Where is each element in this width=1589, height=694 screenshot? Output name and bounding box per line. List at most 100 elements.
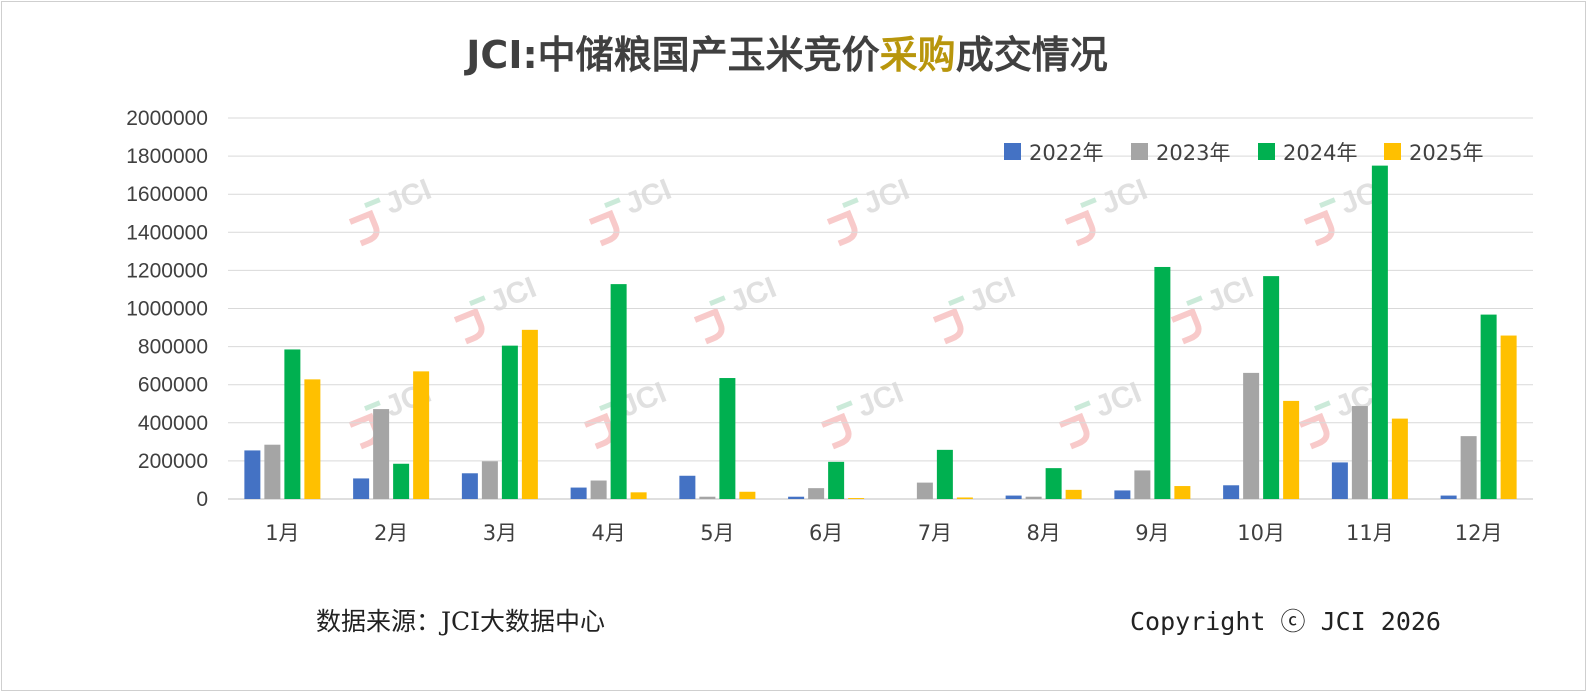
- legend-label: 2025年: [1409, 141, 1483, 165]
- y-tick-label: 400000: [138, 412, 208, 435]
- bar: [1174, 486, 1191, 499]
- watermark-logo: JCI: [820, 376, 908, 450]
- x-tick-label: 11月: [1346, 521, 1394, 545]
- bar: [501, 345, 518, 499]
- watermark-j-mark: [583, 412, 615, 450]
- bar: [679, 475, 696, 499]
- bar: [630, 492, 647, 499]
- watermark-logo: JCI: [1064, 173, 1152, 247]
- y-tick-label: 1200000: [126, 259, 208, 282]
- bar: [1371, 165, 1388, 499]
- bar: [610, 284, 627, 499]
- watermark-j-mark: [826, 209, 858, 247]
- watermark-accent: [1314, 400, 1331, 412]
- bar: [936, 449, 953, 499]
- y-tick-label: 200000: [138, 450, 208, 473]
- bar: [393, 463, 410, 499]
- x-tick-label: 1月: [265, 521, 299, 545]
- legend-swatch: [1384, 143, 1401, 160]
- bar: [1263, 276, 1280, 499]
- watermark-j-mark: [588, 209, 620, 247]
- x-tick-label: 8月: [1026, 521, 1060, 545]
- bar: [304, 379, 321, 499]
- chart-title: JCI:中储粮国产玉米竞价采购成交情况: [463, 33, 1107, 77]
- bar: [1283, 400, 1300, 499]
- x-tick-label: 10月: [1237, 521, 1285, 545]
- legend-swatch: [1131, 143, 1148, 160]
- bar: [848, 498, 865, 499]
- legend-swatch: [1258, 143, 1275, 160]
- bar: [1480, 314, 1497, 499]
- watermark-accent: [1186, 295, 1203, 307]
- watermark-accent: [1319, 197, 1336, 209]
- watermark-accent: [604, 197, 621, 209]
- x-tick-label: 2月: [374, 521, 408, 545]
- bars: [244, 165, 1517, 499]
- bar: [413, 371, 430, 499]
- x-tick-label: 12月: [1455, 521, 1503, 545]
- x-tick-label: 6月: [809, 521, 843, 545]
- watermark-text: JCI: [620, 173, 676, 221]
- bar: [719, 378, 736, 499]
- bar: [570, 487, 587, 499]
- bar: [353, 478, 370, 499]
- bar: [1351, 406, 1368, 499]
- bar: [1243, 372, 1260, 499]
- y-tick-label: 0: [196, 488, 208, 511]
- legend-label: 2022年: [1029, 141, 1103, 165]
- bar: [1460, 436, 1477, 499]
- bar: [1045, 468, 1062, 499]
- bar: [699, 496, 716, 499]
- y-tick-label: 2000000: [126, 107, 208, 130]
- x-tick-label: 9月: [1135, 521, 1169, 545]
- watermark-logo: JCI: [1058, 376, 1146, 450]
- bar: [373, 409, 390, 499]
- title-prefix: JCI:中储粮国产玉米竞价: [463, 33, 879, 77]
- bar: [1134, 470, 1151, 499]
- bar: [916, 482, 933, 499]
- bar: [1500, 335, 1517, 499]
- watermark-accent: [842, 197, 859, 209]
- watermark-j-mark: [453, 307, 485, 345]
- bar: [1223, 485, 1240, 499]
- watermark-text: JCI: [858, 173, 914, 221]
- y-tick-label: 1400000: [126, 221, 208, 244]
- title-highlight: 采购: [880, 33, 956, 77]
- legend: 2022年 2023年 2024年 2025年: [1004, 141, 1483, 165]
- bar: [481, 461, 498, 499]
- footer-copyright: Copyright ⓒ JCI 2026: [1130, 607, 1441, 636]
- bar: [1440, 495, 1457, 499]
- x-tick-label: 7月: [918, 521, 952, 545]
- watermark-text: JCI: [1090, 376, 1146, 424]
- watermark-j-mark: [693, 307, 725, 345]
- bar: [264, 444, 281, 499]
- y-axis-ticks: 0 200000 400000 600000 800000 1000000 1200000 1…: [126, 107, 208, 511]
- watermark-logo: JCI: [453, 271, 541, 345]
- gridlines: [228, 117, 1533, 500]
- y-tick-label: 600000: [138, 374, 208, 397]
- bar: [461, 473, 478, 499]
- bar: [1154, 266, 1171, 499]
- bar: [1025, 496, 1042, 499]
- legend-label: 2023年: [1156, 141, 1230, 165]
- footer-source: 数据来源：JCI大数据中心: [316, 607, 605, 636]
- watermark-j-mark: [1064, 209, 1096, 247]
- watermark-logo: JCI: [932, 271, 1020, 345]
- watermark-text: JCI: [485, 271, 541, 319]
- bar: [244, 450, 261, 499]
- x-tick-label: 3月: [483, 521, 517, 545]
- watermark-j-mark: [348, 209, 380, 247]
- bar: [808, 488, 825, 499]
- watermark-logo: JCI: [348, 173, 436, 247]
- bar: [828, 461, 845, 499]
- y-tick-label: 800000: [138, 336, 208, 359]
- bar: [956, 497, 973, 499]
- watermark-accent: [364, 400, 381, 412]
- watermark-text: JCI: [1202, 271, 1258, 319]
- watermark-logo: JCI: [826, 173, 914, 247]
- watermark-text: JCI: [725, 271, 781, 319]
- watermark-logo: JCI: [588, 173, 676, 247]
